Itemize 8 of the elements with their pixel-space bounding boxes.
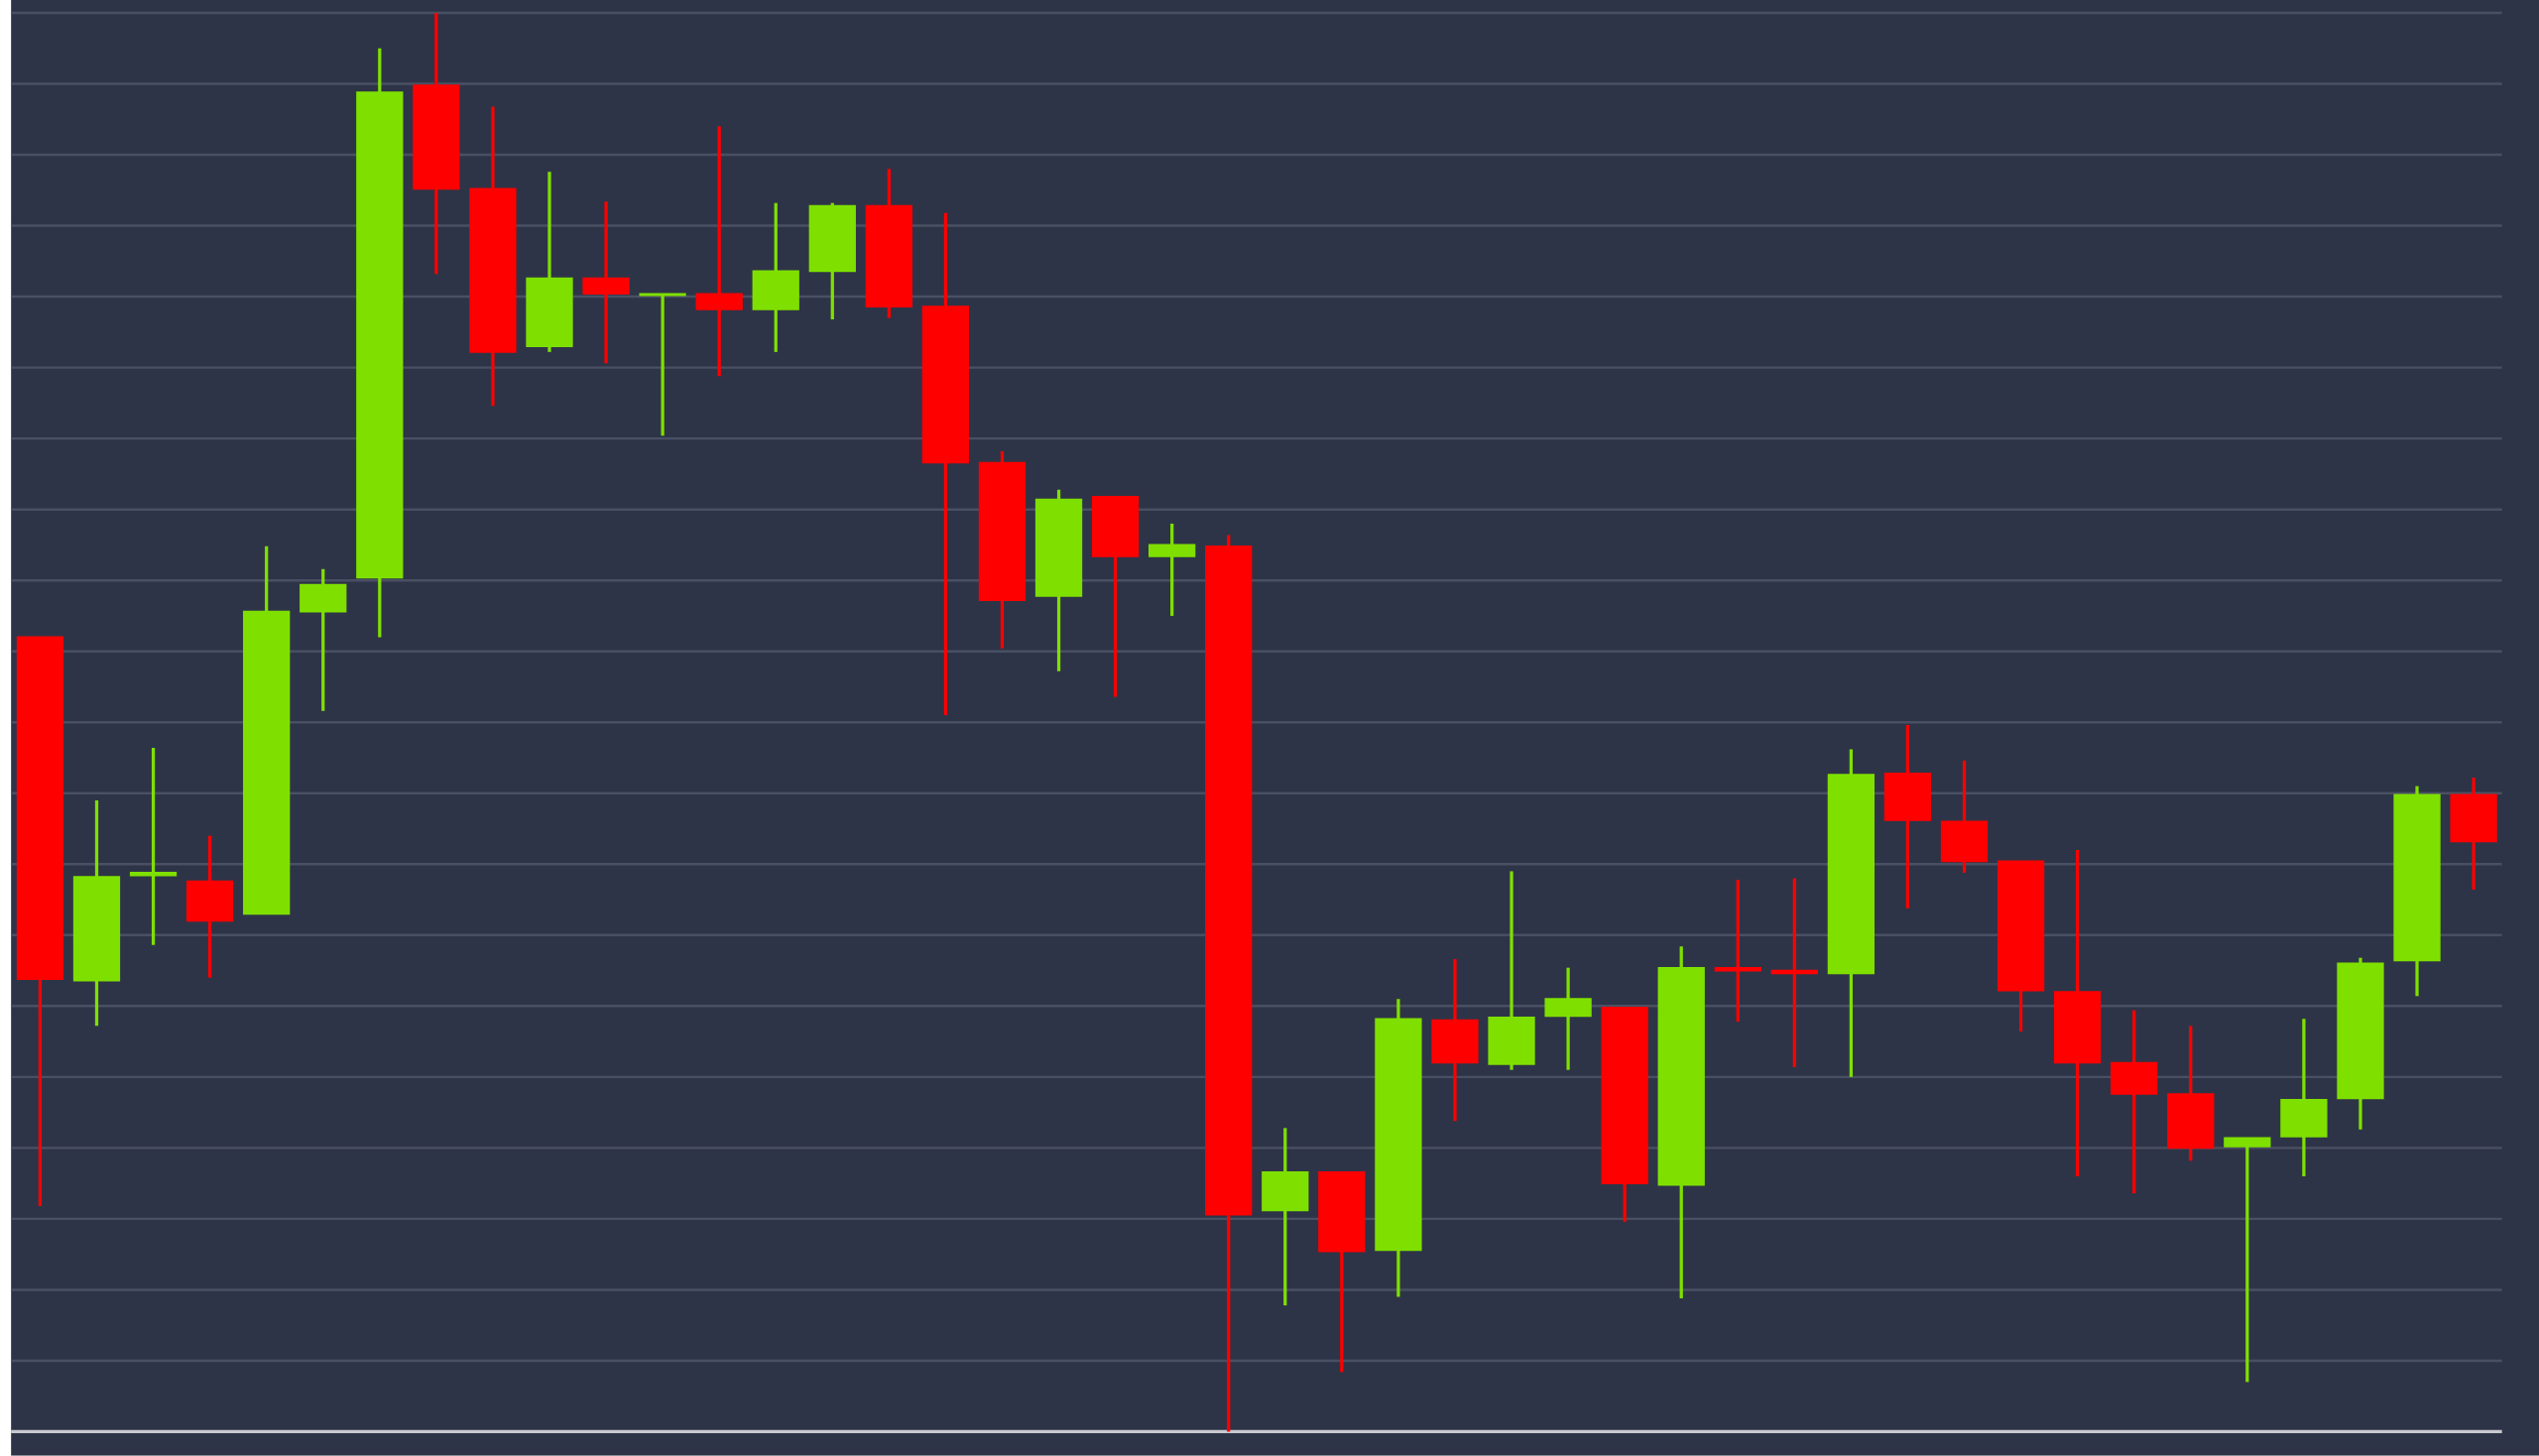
candlestick [2224, 1137, 2271, 1383]
candlestick [1770, 878, 1818, 1067]
candlestick [1714, 880, 1761, 1024]
candlestick [1149, 524, 1196, 617]
candlestick [582, 201, 630, 364]
candlestick [695, 126, 743, 377]
candlestick [639, 293, 686, 436]
candlestick [129, 748, 178, 945]
